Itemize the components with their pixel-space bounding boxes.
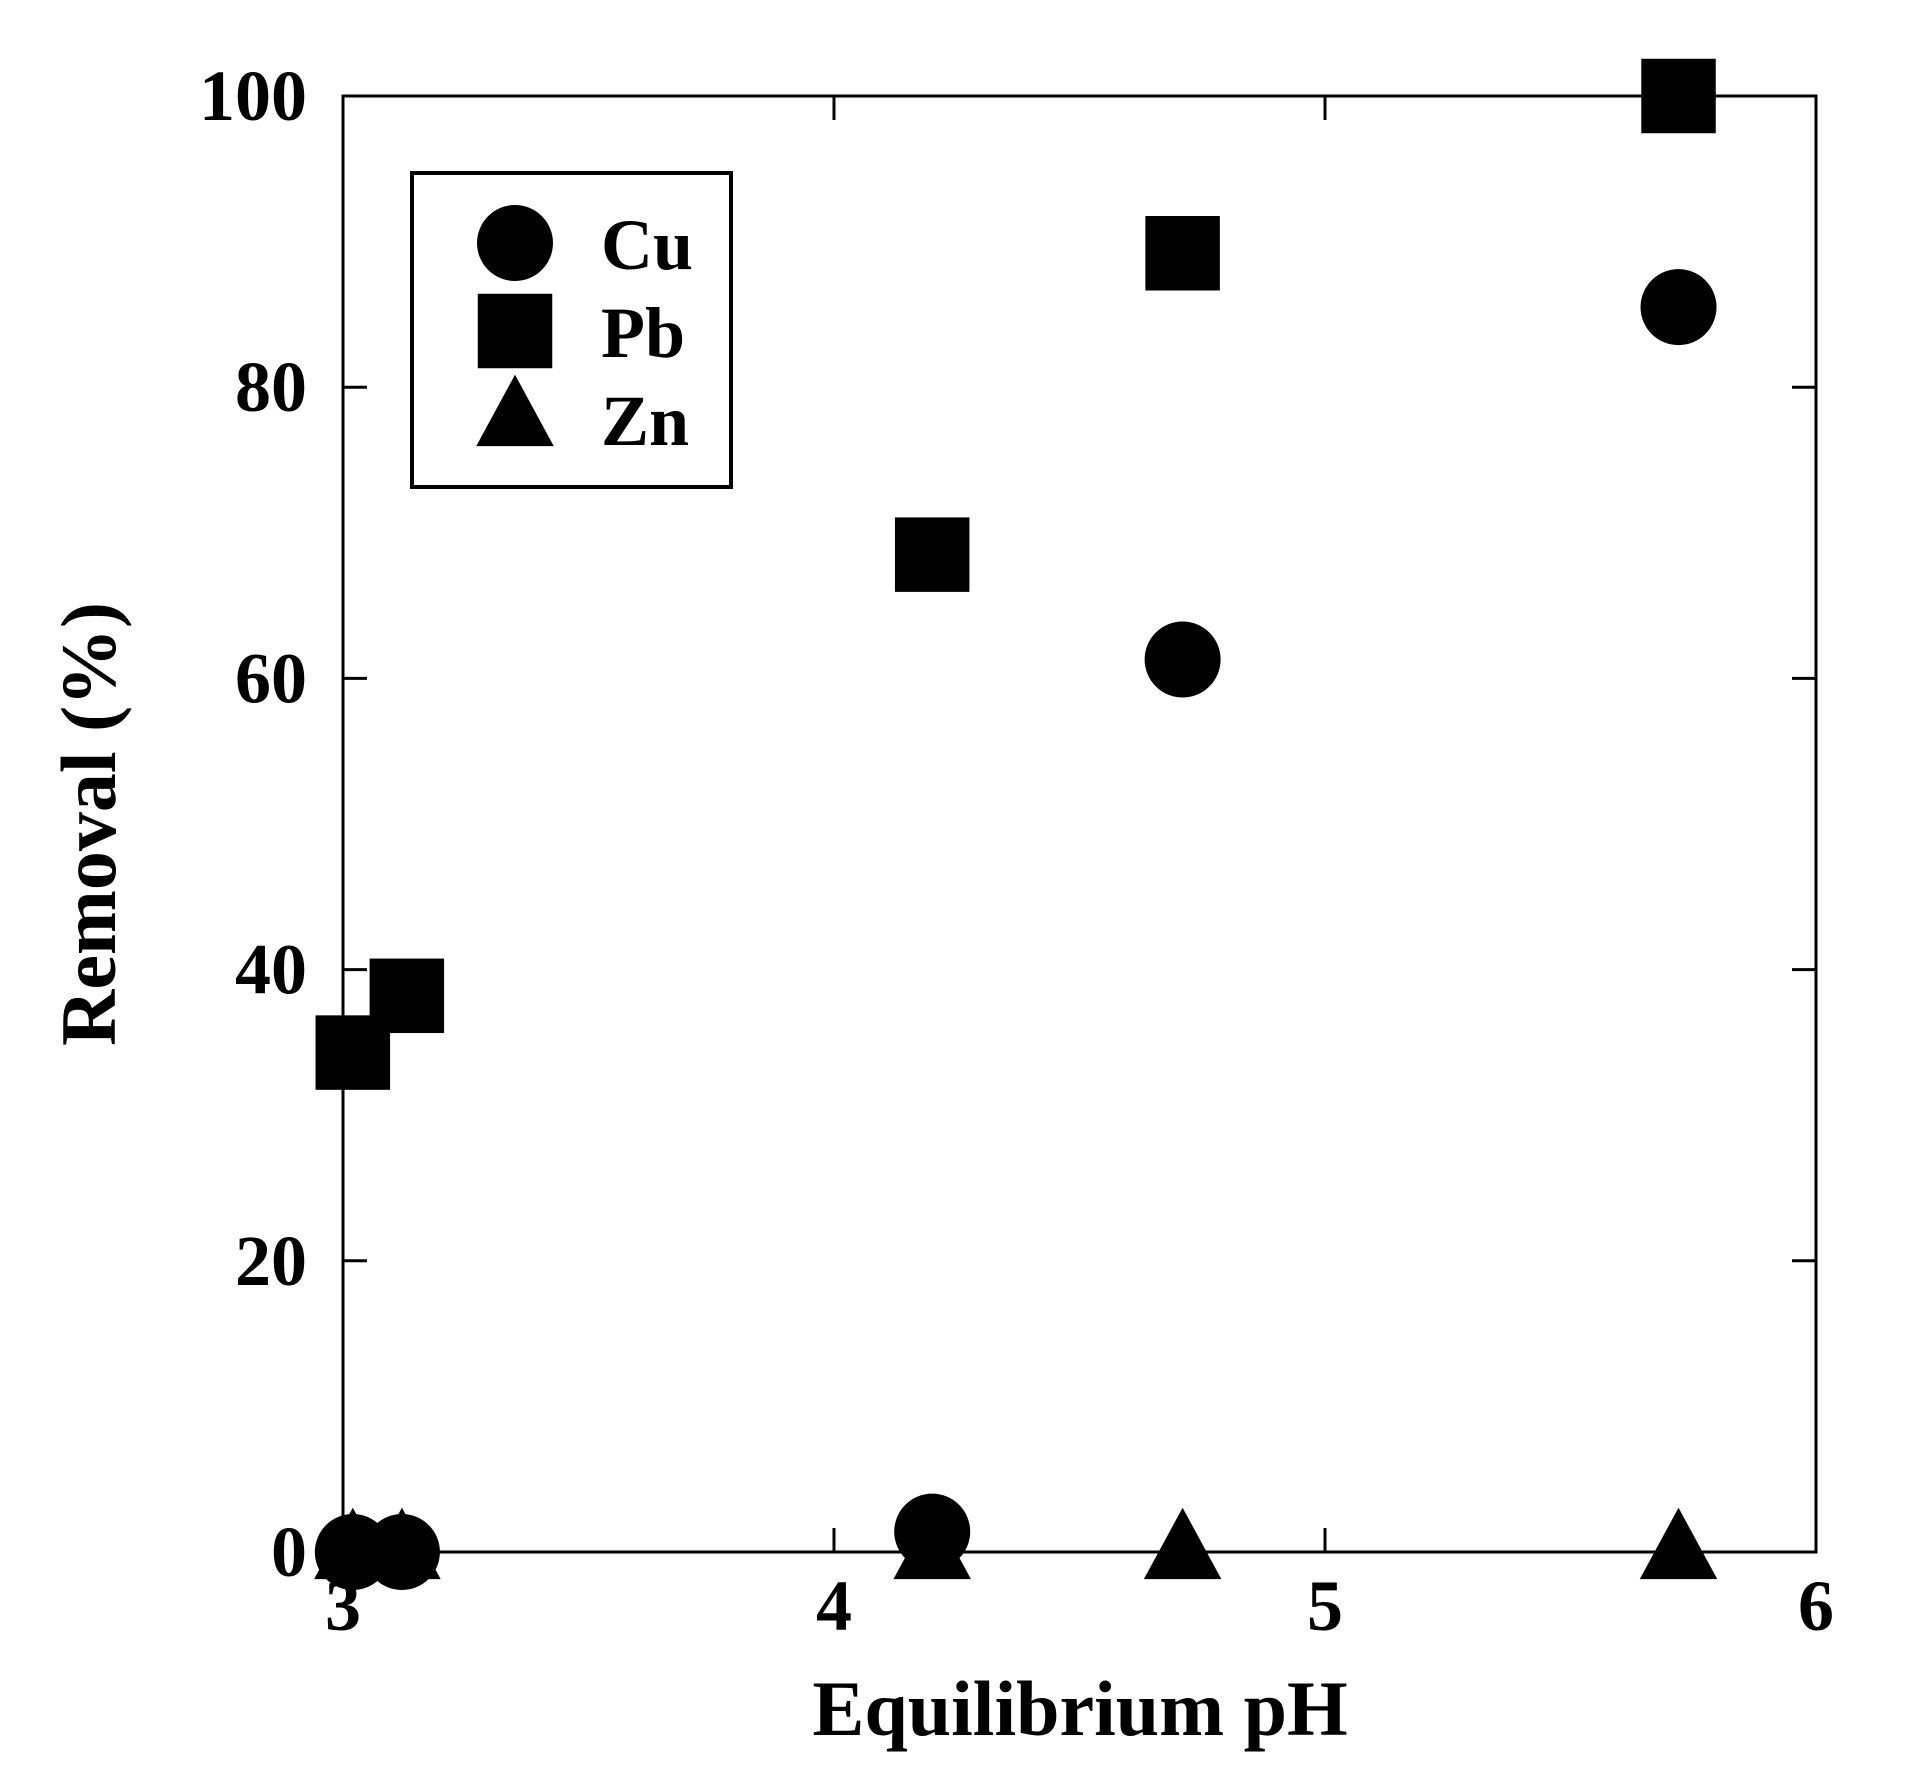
- y-tick-label: 100: [199, 56, 307, 136]
- x-tick-label: 6: [1798, 1566, 1834, 1646]
- legend-label-cu: Cu: [601, 205, 693, 285]
- legend-marker-cu: [477, 205, 553, 281]
- data-point-cu: [894, 1493, 971, 1570]
- plot-frame: [341, 94, 1818, 1554]
- y-tick-label: 40: [235, 930, 307, 1010]
- x-tick-label: 4: [816, 1566, 852, 1646]
- legend-box: [410, 171, 733, 489]
- y-tick-label: 80: [235, 347, 307, 427]
- x-tick-labels: 3 4 5 6: [325, 1566, 1834, 1646]
- y-tick-label: 0: [271, 1512, 307, 1592]
- y-tick-label: 60: [235, 638, 307, 718]
- x-axis-title: Equilibrium pH: [812, 1665, 1347, 1752]
- y-tick-labels: 0 20 40 60 80 100: [199, 56, 307, 1592]
- data-point-cu: [1640, 269, 1717, 346]
- data-points: [314, 58, 1718, 1590]
- data-point-pb: [894, 517, 970, 592]
- legend-marker-pb: [477, 293, 553, 369]
- data-point-zn: [1143, 1507, 1222, 1580]
- x-tick-label: 5: [1307, 1566, 1343, 1646]
- data-point-pb: [1145, 216, 1220, 291]
- legend-label-pb: Pb: [601, 293, 685, 373]
- y-axis-title: Removal (%): [45, 602, 132, 1046]
- x-tick-label: 3: [325, 1566, 361, 1646]
- data-point-zn: [1639, 1507, 1718, 1580]
- legend-marker-zn: [476, 374, 554, 447]
- data-point-cu: [1144, 621, 1221, 698]
- data-point-pb: [369, 958, 445, 1034]
- y-tick-label: 20: [235, 1221, 307, 1301]
- legend-label-zn: Zn: [601, 381, 689, 461]
